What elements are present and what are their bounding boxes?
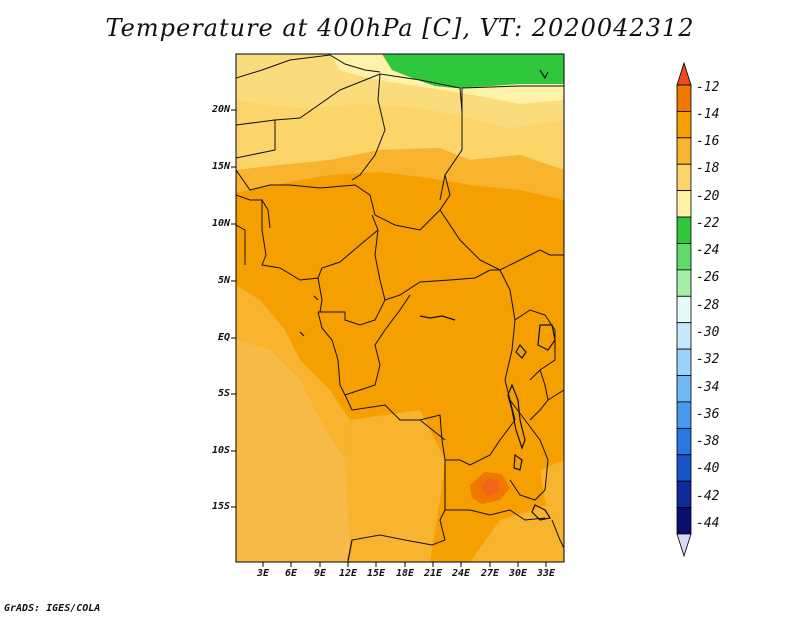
colorbar-label: -12: [696, 80, 720, 95]
lon-ticks: [262, 562, 547, 567]
temperature-field: [236, 54, 564, 562]
lon-label-33e: 33E: [536, 568, 556, 579]
colorbar-swatch: [676, 190, 692, 218]
map-title: Temperature at 400hPa [C], VT: 202004231…: [105, 14, 695, 42]
colorbar-swatch: [676, 375, 692, 403]
lat-label-5s: 5S: [217, 388, 230, 399]
colorbar-swatch: [676, 269, 692, 297]
colorbar-swatch: [676, 401, 692, 429]
lon-label-18e: 18E: [395, 568, 415, 579]
colorbar-label: -28: [696, 298, 720, 313]
colorbar-swatch: [676, 111, 692, 139]
lon-label-27e: 27E: [480, 568, 500, 579]
colorbar-label: -18: [696, 161, 720, 176]
colorbar-label: -40: [696, 461, 720, 476]
colorbar-swatch: [676, 163, 692, 192]
colorbar-top-triangle: [676, 61, 692, 86]
colorbar-swatch: [676, 322, 692, 350]
lon-label-3e: 3E: [256, 568, 270, 579]
colorbar-swatch: [676, 348, 692, 376]
colorbar-label: -44: [696, 516, 720, 531]
lat-label-5n: 5N: [217, 275, 230, 286]
footer-credit: GrADS: IGES/COLA: [4, 603, 101, 614]
map-frame: [235, 53, 565, 563]
colorbar-swatch: [676, 137, 692, 165]
lon-label-15e: 15E: [366, 568, 386, 579]
lakes: [299, 69, 556, 521]
colorbar-label: -14: [696, 107, 720, 122]
lon-label-24e: 24E: [451, 568, 471, 579]
lon-label-6e: 6E: [284, 568, 298, 579]
lat-ticks: [231, 109, 236, 508]
colorbar-label: -34: [696, 380, 720, 395]
colorbar-label: -26: [696, 270, 720, 285]
lat-label-15s: 15S: [211, 501, 230, 512]
colorbar-swatch: [676, 427, 692, 456]
lon-label-9e: 9E: [313, 568, 327, 579]
colorbar-label: -38: [696, 434, 720, 449]
colorbar-label: -42: [696, 489, 720, 504]
colorbar-bottom-triangle: [676, 533, 692, 558]
colorbar-swatch: [676, 216, 692, 244]
lat-label-15n: 15N: [211, 161, 230, 172]
country-borders: [236, 54, 564, 562]
colorbar-swatch: [676, 84, 692, 112]
colorbar-label: -30: [696, 325, 720, 340]
colorbar-swatch: [676, 507, 692, 535]
colorbar-swatch: [676, 295, 692, 324]
colorbar-swatch: [676, 243, 692, 271]
lon-label-21e: 21E: [423, 568, 443, 579]
colorbar-swatch: [676, 480, 692, 508]
colorbar: [676, 61, 692, 558]
lon-label-30e: 30E: [508, 568, 528, 579]
colorbar-label: -24: [696, 243, 720, 258]
colorbar-label: -20: [696, 189, 720, 204]
colorbar-label: -36: [696, 407, 720, 422]
colorbar-label: -22: [696, 216, 720, 231]
lat-label-10n: 10N: [211, 218, 230, 229]
lat-label-10s: 10S: [211, 445, 230, 456]
lon-label-12e: 12E: [338, 568, 358, 579]
colorbar-label: -32: [696, 352, 720, 367]
lat-label-eq: EQ: [217, 332, 230, 343]
colorbar-label: -16: [696, 134, 720, 149]
colorbar-swatch: [676, 454, 692, 482]
lat-label-20n: 20N: [211, 104, 230, 115]
